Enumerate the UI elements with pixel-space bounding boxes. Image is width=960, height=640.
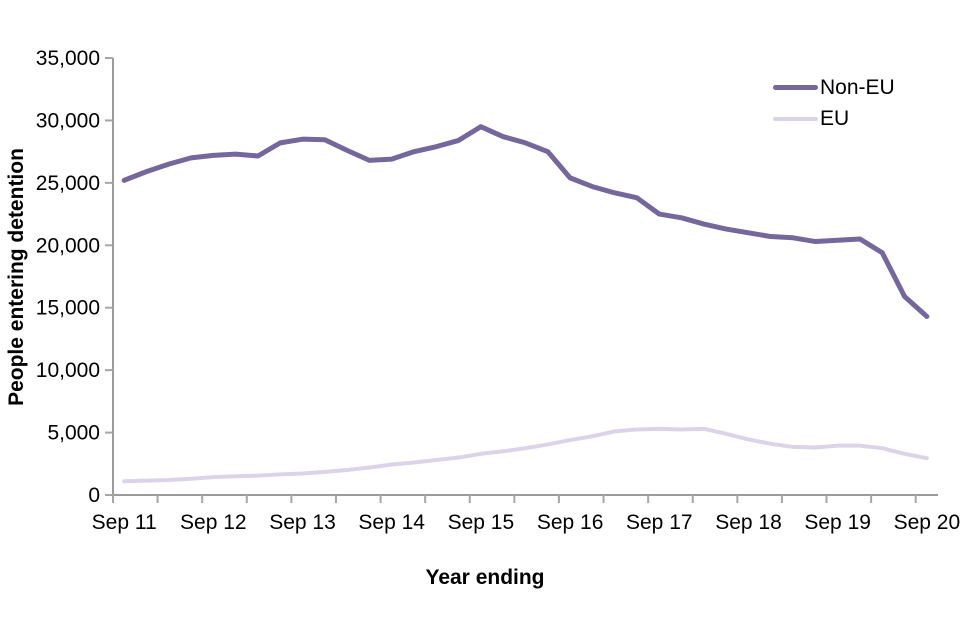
x-tick-label: Sep 17 [626, 511, 693, 534]
y-tick-label: 5,000 [47, 422, 100, 445]
legend-label-eu: EU [820, 107, 850, 130]
legend-item-non-eu: Non-EU [773, 72, 895, 103]
legend: Non-EU EU [773, 72, 895, 134]
x-tick-label: Sep 13 [269, 511, 336, 534]
x-tick-label: Sep 15 [448, 511, 515, 534]
legend-item-eu: EU [773, 103, 895, 134]
x-tick-label: Sep 18 [715, 511, 782, 534]
y-tick-label: 30,000 [36, 109, 100, 132]
x-tick-label: Sep 12 [180, 511, 247, 534]
x-axis-title: Year ending [425, 566, 545, 589]
y-tick-label: 35,000 [36, 47, 100, 70]
eu-line-swatch [773, 116, 818, 121]
x-tick-label: Sep 20 [894, 511, 960, 534]
y-tick-label: 10,000 [36, 359, 100, 382]
non-eu-line-swatch [773, 85, 818, 90]
x-tick-label: Sep 14 [358, 511, 425, 534]
legend-label-non-eu: Non-EU [820, 76, 895, 99]
non-eu-series-line [121, 124, 930, 319]
y-tick-label: 15,000 [36, 297, 100, 320]
y-axis-title: People entering detention [5, 148, 28, 406]
y-tick-label: 20,000 [36, 234, 100, 257]
y-tick-label: 0 [88, 484, 100, 507]
x-tick-label: Sep 16 [537, 511, 604, 534]
y-tick-label: 25,000 [36, 172, 100, 195]
eu-series-line [122, 426, 929, 484]
x-tick-label: Sep 11 [92, 511, 157, 534]
x-tick-label: Sep 19 [804, 511, 871, 534]
